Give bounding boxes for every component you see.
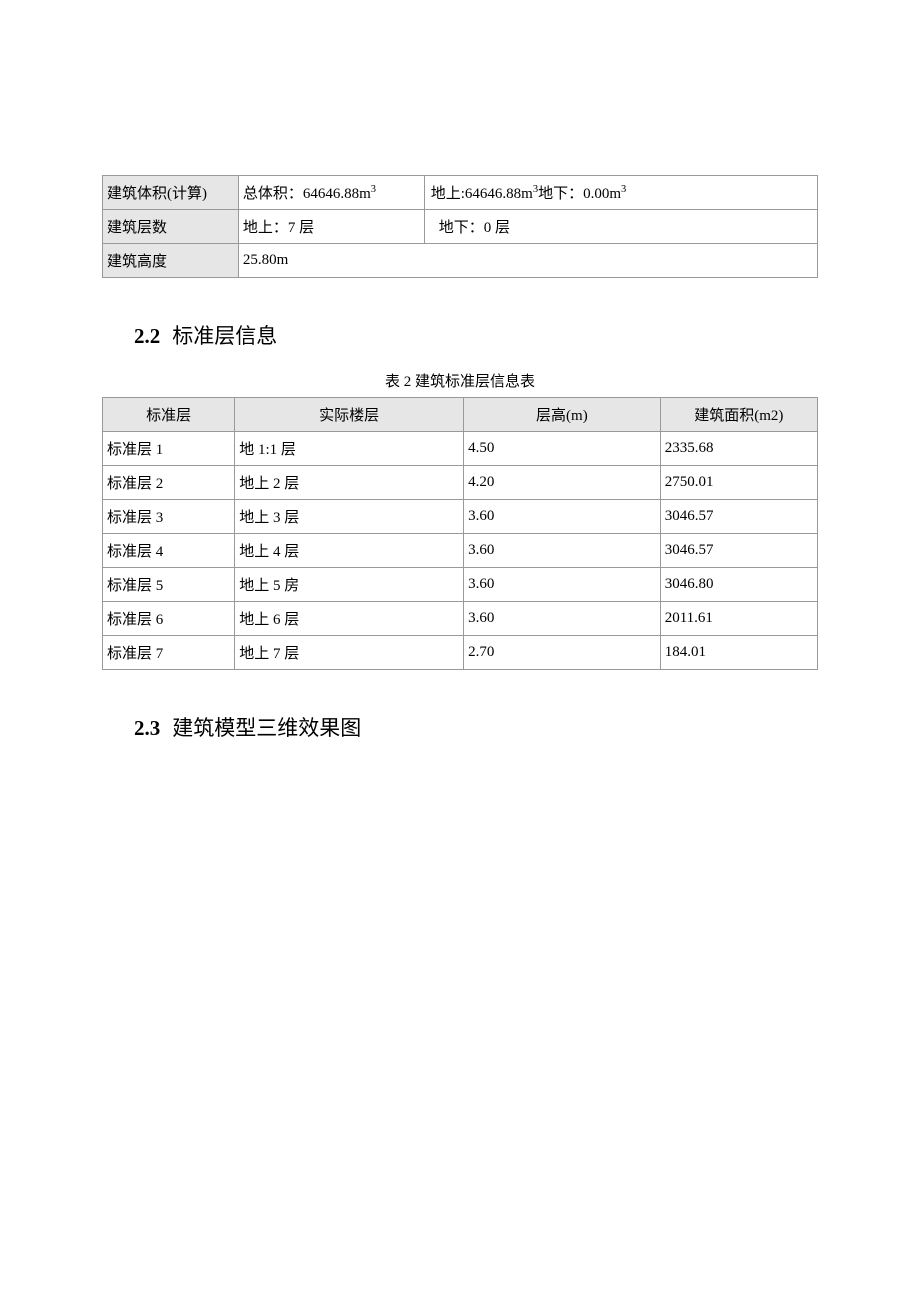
heading-number: 2.3 [134, 716, 160, 740]
table-cell: 标准层 3 [103, 500, 235, 534]
column-header: 建筑面积(m2) [660, 398, 817, 432]
row-value: 地上:64646.88m3地下：0.00m3 [424, 176, 817, 210]
column-header: 实际楼层 [235, 398, 464, 432]
table-row: 标准层 3地上 3 层3.603046.57 [103, 500, 818, 534]
table-row: 标准层 5地上 5 房3.603046.80 [103, 568, 818, 602]
table-cell: 2335.68 [660, 432, 817, 466]
table-cell: 3.60 [464, 500, 661, 534]
table-row: 标准层 7地上 7 层2.70184.01 [103, 636, 818, 670]
table-cell: 地上 4 层 [235, 534, 464, 568]
table-cell: 标准层 2 [103, 466, 235, 500]
table-cell: 3.60 [464, 534, 661, 568]
table-cell: 3046.57 [660, 534, 817, 568]
row-value: 25.80m [238, 244, 817, 278]
table-row: 标准层 6地上 6 层3.602011.61 [103, 602, 818, 636]
table-row: 标准层 1地 1:1 层4.502335.68 [103, 432, 818, 466]
table-cell: 地上 7 层 [235, 636, 464, 670]
table-cell: 地上 3 层 [235, 500, 464, 534]
table-cell: 4.50 [464, 432, 661, 466]
table-cell: 3046.57 [660, 500, 817, 534]
table-cell: 3.60 [464, 568, 661, 602]
row-label: 建筑体积(计算) [103, 176, 239, 210]
table-cell: 标准层 6 [103, 602, 235, 636]
row-value: 总体积：64646.88m3 [238, 176, 424, 210]
table-cell: 2750.01 [660, 466, 817, 500]
table-cell: 地上 6 层 [235, 602, 464, 636]
heading-text: 建筑模型三维效果图 [172, 717, 361, 740]
table-row: 建筑层数地上：7 层地下：0 层 [103, 210, 818, 244]
table-row: 标准层 4地上 4 层3.603046.57 [103, 534, 818, 568]
table-cell: 184.01 [660, 636, 817, 670]
building-info-table: 建筑体积(计算)总体积：64646.88m3地上:64646.88m3地下：0.… [102, 175, 818, 278]
row-label: 建筑高度 [103, 244, 239, 278]
heading-number: 2.2 [134, 324, 160, 348]
table-cell: 标准层 1 [103, 432, 235, 466]
table-row: 标准层 2地上 2 层4.202750.01 [103, 466, 818, 500]
table-cell: 4.20 [464, 466, 661, 500]
standard-floor-table: 标准层实际楼层层高(m)建筑面积(m2) 标准层 1地 1:1 层4.50233… [102, 397, 818, 670]
row-label: 建筑层数 [103, 210, 239, 244]
table-row: 建筑体积(计算)总体积：64646.88m3地上:64646.88m3地下：0.… [103, 176, 818, 210]
table2-caption: 表 2 建筑标准层信息表 [102, 370, 818, 391]
column-header: 层高(m) [464, 398, 661, 432]
table-cell: 地 1:1 层 [235, 432, 464, 466]
table-cell: 标准层 5 [103, 568, 235, 602]
column-header: 标准层 [103, 398, 235, 432]
table-cell: 地上 2 层 [235, 466, 464, 500]
table-cell: 标准层 7 [103, 636, 235, 670]
table-cell: 3046.80 [660, 568, 817, 602]
heading-text: 标准层信息 [172, 325, 277, 348]
section-heading-2-3: 2.3 建筑模型三维效果图 [134, 712, 818, 742]
row-value: 地下：0 层 [424, 210, 817, 244]
table-cell: 3.60 [464, 602, 661, 636]
table-cell: 地上 5 房 [235, 568, 464, 602]
table-row: 建筑高度25.80m [103, 244, 818, 278]
table-cell: 2011.61 [660, 602, 817, 636]
table-cell: 标准层 4 [103, 534, 235, 568]
section-heading-2-2: 2.2 标准层信息 [134, 320, 818, 350]
table-cell: 2.70 [464, 636, 661, 670]
row-value: 地上：7 层 [238, 210, 424, 244]
